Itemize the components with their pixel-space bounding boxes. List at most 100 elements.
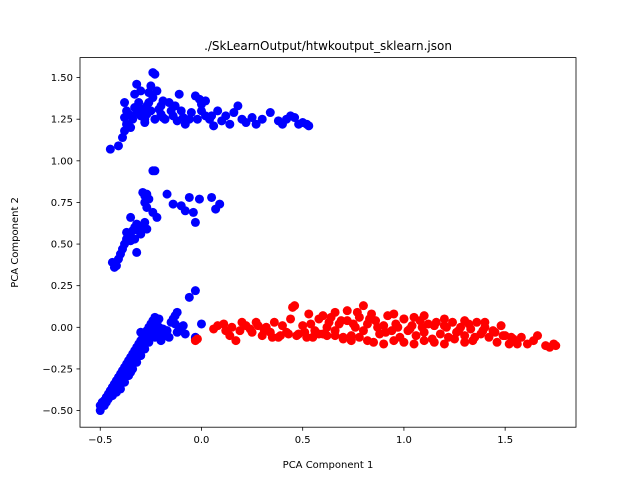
data-point	[142, 101, 152, 111]
data-point	[405, 324, 415, 334]
x-tick-label: 0.5	[295, 435, 311, 446]
y-tick-label: 1.00	[51, 156, 73, 167]
data-point	[138, 344, 148, 354]
data-point	[338, 334, 348, 344]
data-point	[172, 307, 182, 317]
data-point	[419, 336, 429, 346]
data-point	[231, 336, 241, 346]
data-point	[132, 247, 142, 257]
data-point	[241, 118, 251, 128]
y-axis-ticks: −0.50 −0.25 0.00 0.25 0.50 0.75 1.00 1.25 1.50	[42, 73, 80, 417]
data-point	[142, 202, 152, 212]
data-point	[134, 98, 144, 108]
data-point	[207, 192, 217, 202]
data-point	[354, 332, 364, 342]
y-tick-label: 1.25	[51, 115, 73, 126]
data-point	[156, 336, 166, 346]
data-point	[227, 322, 237, 332]
data-point	[484, 332, 494, 342]
data-point	[168, 199, 178, 209]
data-point	[105, 391, 115, 401]
data-point	[215, 199, 225, 209]
data-point	[389, 309, 399, 319]
data-point	[229, 108, 239, 118]
x-axis-label: PCA Component 1	[283, 460, 374, 471]
data-point	[460, 337, 470, 347]
data-point	[150, 114, 160, 124]
data-point	[454, 326, 464, 336]
x-tick-label: 0.0	[194, 435, 210, 446]
data-point	[233, 101, 243, 111]
data-point	[144, 194, 154, 204]
chart-title: ./SkLearnOutput/htwkoutput_sklearn.json	[204, 39, 452, 53]
data-point	[290, 113, 300, 123]
y-tick-label: 0.50	[51, 240, 73, 251]
data-point	[219, 319, 229, 329]
data-point	[506, 332, 516, 342]
data-point	[253, 321, 263, 331]
data-point	[284, 329, 294, 339]
data-point	[178, 321, 188, 331]
data-point	[362, 336, 372, 346]
data-point	[516, 332, 526, 342]
x-tick-label: −0.5	[88, 435, 112, 446]
data-point	[342, 306, 352, 316]
y-tick-label: −0.25	[42, 364, 73, 375]
data-point	[148, 166, 158, 176]
data-point	[245, 324, 255, 334]
data-point	[322, 331, 332, 341]
data-point	[409, 339, 419, 349]
data-point	[194, 194, 204, 204]
data-point	[180, 329, 190, 339]
data-point	[190, 286, 200, 296]
data-point	[393, 322, 403, 332]
data-point	[308, 332, 318, 342]
data-point	[126, 123, 136, 133]
data-point	[439, 339, 449, 349]
data-point	[399, 314, 409, 324]
data-point	[492, 337, 502, 347]
data-point	[184, 192, 194, 202]
plot-frame	[79, 57, 577, 428]
data-point	[120, 377, 130, 387]
data-point	[136, 86, 146, 96]
data-point	[448, 317, 458, 327]
data-point	[162, 189, 172, 199]
y-tick-label: −0.50	[42, 406, 73, 417]
data-point	[472, 317, 482, 327]
data-point	[304, 309, 314, 319]
x-axis-ticks: −0.5 0.0 0.5 1.0 1.5	[88, 427, 513, 446]
data-point	[498, 331, 508, 341]
data-point	[551, 341, 561, 351]
data-point	[251, 119, 261, 129]
data-point	[267, 332, 277, 342]
data-point	[140, 118, 150, 128]
data-point	[460, 331, 470, 341]
data-point	[318, 311, 328, 321]
data-point	[192, 114, 202, 124]
x-tick-label: 1.5	[497, 435, 513, 446]
data-point	[154, 314, 164, 324]
data-point	[480, 317, 490, 327]
data-point	[346, 336, 356, 346]
data-point	[330, 331, 340, 341]
data-point	[142, 224, 152, 234]
data-point	[429, 321, 439, 331]
data-point	[113, 141, 123, 151]
data-point	[429, 337, 439, 347]
scatter-points	[95, 68, 561, 416]
y-tick-label: 0.75	[51, 198, 73, 209]
data-point	[512, 339, 522, 349]
data-point	[435, 329, 445, 339]
data-point	[174, 89, 184, 99]
data-point	[490, 327, 500, 337]
data-point	[336, 316, 346, 326]
data-point	[269, 317, 279, 327]
data-point	[164, 332, 174, 342]
data-point	[358, 326, 368, 336]
data-point	[136, 327, 146, 337]
data-point	[237, 317, 247, 327]
data-point	[120, 98, 130, 108]
